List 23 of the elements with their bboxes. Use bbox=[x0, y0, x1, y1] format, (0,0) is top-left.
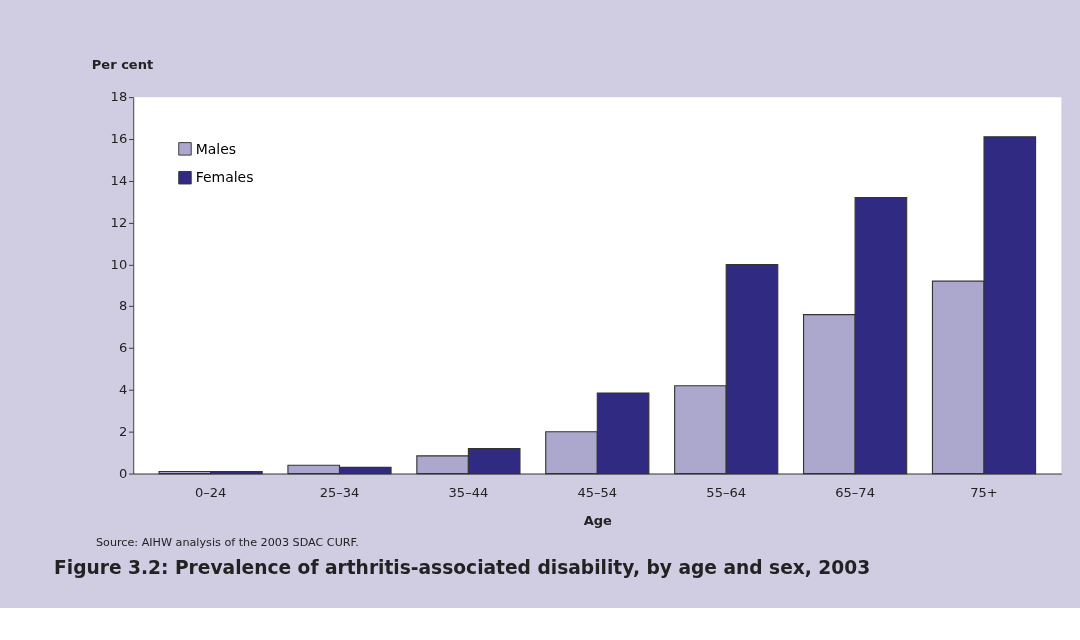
y-tick-label: 0 bbox=[118, 465, 128, 481]
y-tick-label: 10 bbox=[110, 256, 128, 272]
y-tick-label: 12 bbox=[110, 214, 128, 230]
x-tick-label: 35–44 bbox=[448, 485, 489, 501]
y-tick-label: 18 bbox=[110, 89, 128, 105]
y-tick-label: 2 bbox=[118, 423, 128, 439]
x-tick-label: 55–64 bbox=[706, 485, 747, 501]
x-tick-label: 25–34 bbox=[319, 485, 360, 501]
y-tick-label: 16 bbox=[110, 131, 128, 147]
x-tick-label: 45–54 bbox=[577, 485, 618, 501]
y-tick-label: 4 bbox=[118, 382, 128, 398]
y-tick-label: 14 bbox=[110, 172, 128, 188]
x-tick-label: 0–24 bbox=[194, 485, 227, 501]
x-tick-label: 75+ bbox=[970, 485, 998, 501]
text: Figure 3.2: Prevalence of arthritis-associated disability, by age and sex, 2003 bbox=[54, 557, 871, 579]
source-note: Source: AIHW analysis of the 2003 SDAC CURF. bbox=[95, 536, 359, 550]
x-tick-label: 65–74 bbox=[835, 485, 875, 501]
legend-label: Females bbox=[195, 169, 254, 186]
legend-label: Males bbox=[195, 140, 237, 157]
y-tick-label: 8 bbox=[118, 298, 128, 314]
y-axis-title: Per cent bbox=[91, 56, 154, 72]
x-axis-title: Age bbox=[583, 513, 613, 529]
y-tick-label: 6 bbox=[118, 340, 128, 356]
